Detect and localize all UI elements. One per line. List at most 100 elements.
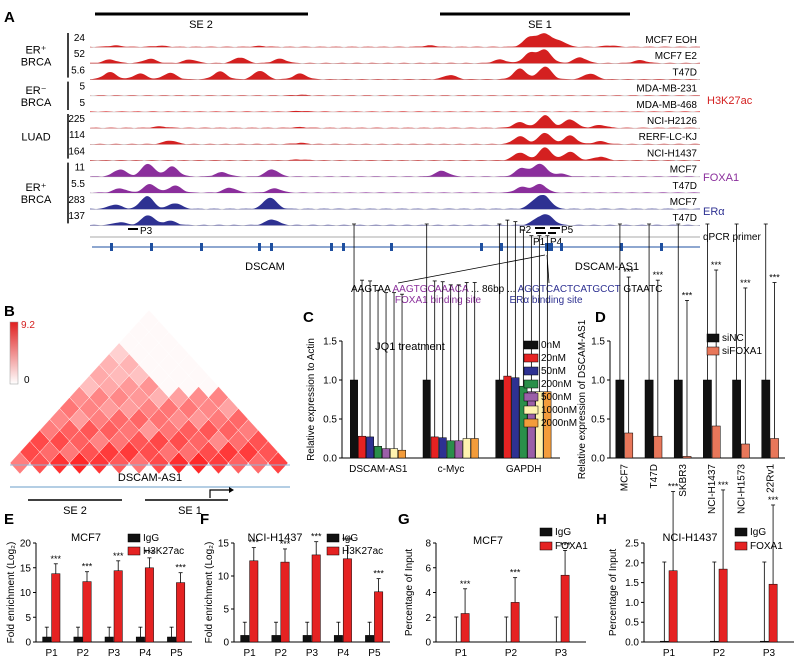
qpcr-primer-track-label: qPCR primer xyxy=(703,232,761,243)
bar xyxy=(732,379,741,459)
bar xyxy=(682,456,692,459)
track-group-label: ER⁺ xyxy=(25,182,46,194)
legend-label: 200nM xyxy=(541,379,572,390)
bar xyxy=(51,573,61,643)
significance-label: *** xyxy=(175,563,186,573)
signal-track xyxy=(90,214,700,226)
gene-exon xyxy=(660,243,663,251)
track-sample-label: NCI-H1437 xyxy=(647,148,697,159)
y-tick-label: 6 xyxy=(425,563,431,574)
track-group-label: ER⁺ xyxy=(25,44,46,56)
bar xyxy=(113,570,123,643)
bar xyxy=(280,561,290,643)
y-axis-label: Percentage of Input xyxy=(608,549,619,637)
bar xyxy=(660,640,669,643)
significance-label: *** xyxy=(249,538,260,548)
bar xyxy=(761,379,771,459)
bar xyxy=(703,379,712,459)
era-binding-site-label: ERα binding site xyxy=(509,295,582,306)
bar xyxy=(271,635,281,643)
bar xyxy=(350,379,358,459)
x-tick-label: c-Myc xyxy=(438,464,465,475)
significance-label: *** xyxy=(769,273,780,283)
y-tick-label: 1.5 xyxy=(625,578,639,589)
panel-b-hic-heatmap: 9.2 0 DSCAM-AS1 SE 2 SE 1 xyxy=(9,309,290,517)
chart-title: JQ1 treatment xyxy=(375,341,445,353)
sequence-callout-left xyxy=(397,254,546,284)
bar xyxy=(644,379,654,459)
legend-swatch xyxy=(523,379,539,389)
bar xyxy=(711,425,721,459)
x-tick-label: P1 xyxy=(243,648,256,659)
signal-track xyxy=(90,94,700,96)
gene-exon xyxy=(620,243,623,251)
hic-se1-label: SE 1 xyxy=(178,505,202,517)
significance-label: *** xyxy=(342,536,353,546)
y-axis-label: Relative expression to Actin xyxy=(306,338,317,461)
x-tick-label: NCI-H1573 xyxy=(736,464,747,514)
x-tick-label: P1 xyxy=(663,648,676,659)
legend-swatch xyxy=(539,527,553,537)
signal-track xyxy=(90,163,700,177)
hic-triangle xyxy=(9,309,289,475)
y-tick-label: 0.0 xyxy=(591,454,605,465)
hic-cell xyxy=(267,451,289,475)
panel-h-chart: 0.0 0.5 1.0 1.5 2.0 2.5 Percentage of Input NCI… xyxy=(608,480,794,659)
y-tick-label: 4 xyxy=(425,588,431,599)
gene-exons xyxy=(110,243,663,251)
hic-scale-max: 9.2 xyxy=(21,320,35,331)
significance-label: *** xyxy=(373,569,384,579)
se1-label: SE 1 xyxy=(528,19,552,31)
chart-title: MCF7 xyxy=(71,532,101,544)
track-sample-label: MCF7 xyxy=(670,165,698,176)
x-tick-label: P3 xyxy=(555,648,568,659)
legend-swatch xyxy=(734,541,748,551)
panel-letter-b: B xyxy=(4,303,15,320)
legend-label: H3K27ac xyxy=(143,546,184,557)
sequence-era-site: AGGTCACTCATGCCT xyxy=(518,284,621,295)
x-tick-label: DSCAM-AS1 xyxy=(349,464,408,475)
legend-label: IgG xyxy=(750,527,766,538)
binding-sequence: AAGTAA AAGTGCAAACA ... 86bp ... AGGTCACT… xyxy=(351,284,662,295)
bar xyxy=(366,436,374,459)
x-tick-label: P5 xyxy=(368,648,381,659)
legend-swatch xyxy=(706,346,720,356)
sequence-foxa1-site: AAGTGCAAACA xyxy=(393,284,469,295)
signal-track xyxy=(90,115,700,129)
legend-swatch xyxy=(539,541,553,551)
legend-swatch xyxy=(523,418,539,428)
bar xyxy=(374,446,382,459)
significance-label: *** xyxy=(653,270,664,280)
legend-swatch xyxy=(706,333,720,343)
significance-label: *** xyxy=(510,568,521,578)
track-scale: 5 xyxy=(79,82,85,93)
bar xyxy=(398,449,406,459)
track-sample-label: NCI-H2126 xyxy=(647,116,697,127)
tss-arrow-icon xyxy=(209,489,232,498)
signal-track xyxy=(90,66,700,80)
track-scale: 24 xyxy=(74,33,86,44)
track-scale: 164 xyxy=(68,146,85,157)
bar xyxy=(82,581,92,643)
significance-label: *** xyxy=(711,260,722,270)
y-tick-label: 1.0 xyxy=(323,376,337,387)
y-tick-label: 2.5 xyxy=(625,539,639,550)
track-sample-label: MCF7 EOH xyxy=(645,35,697,46)
panel-letter-c: C xyxy=(303,309,314,326)
chart-title: NCI-H1437 xyxy=(662,532,717,544)
significance-label: *** xyxy=(144,548,155,558)
significance-label: *** xyxy=(51,554,62,564)
bar xyxy=(470,438,479,459)
y-tick-label: 0 xyxy=(223,638,229,649)
hic-scale-min: 0 xyxy=(24,375,30,386)
x-tick-label: P2 xyxy=(275,648,288,659)
significance-label: *** xyxy=(682,290,693,300)
significance-label: *** xyxy=(311,532,322,542)
bar xyxy=(510,602,520,643)
legend-swatch xyxy=(523,366,539,376)
panel-letter-g: G xyxy=(398,511,410,528)
track-scale: 52 xyxy=(74,49,86,60)
panel-letter-a: A xyxy=(4,9,15,26)
track-sample-label: T47D xyxy=(673,181,697,192)
